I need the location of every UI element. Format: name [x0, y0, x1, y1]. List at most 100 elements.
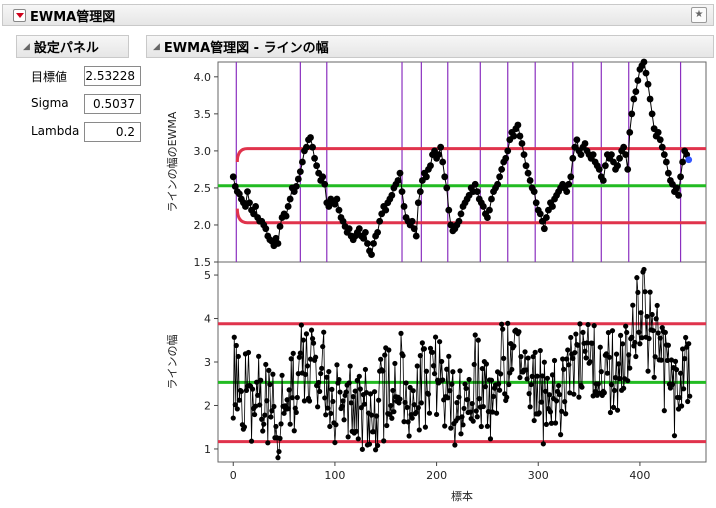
raw-point: [625, 378, 631, 384]
raw-point: [248, 438, 255, 444]
lambda-label: Lambda: [31, 124, 80, 138]
raw-point: [511, 343, 517, 349]
raw-point: [501, 355, 507, 361]
ewma-point: [290, 188, 298, 196]
raw-point: [389, 415, 395, 421]
x-tick-label: 300: [528, 469, 549, 482]
target-input[interactable]: 2.53228: [84, 66, 141, 86]
raw-point: [488, 377, 495, 383]
raw-point: [475, 337, 481, 343]
raw-point: [370, 429, 377, 435]
disclosure-red-triangle-icon[interactable]: [13, 8, 26, 22]
lambda-input[interactable]: 0.2: [84, 122, 141, 142]
raw-point: [352, 388, 358, 394]
raw-point: [620, 341, 626, 347]
ewma-point: [660, 151, 668, 158]
raw-point: [573, 331, 579, 337]
ewma-point: [642, 69, 650, 77]
raw-width-chart[interactable]: [218, 266, 706, 461]
pin-icon[interactable]: ★: [691, 7, 707, 23]
raw-point: [257, 402, 263, 408]
raw-point: [662, 329, 668, 336]
raw-point: [665, 342, 671, 348]
ewma-y-tick-label: 4.0: [194, 71, 212, 84]
raw-point: [329, 386, 335, 392]
raw-point: [680, 346, 686, 352]
raw-point: [668, 357, 675, 363]
raw-point: [645, 368, 651, 374]
sigma-input[interactable]: 0.5037: [84, 94, 141, 114]
ewma-point: [394, 177, 402, 184]
collapse-triangle-icon[interactable]: ◢: [153, 41, 160, 52]
raw-point: [458, 431, 464, 437]
raw-point: [330, 398, 336, 405]
ewma-point: [677, 173, 684, 181]
ewma-point: [335, 206, 343, 214]
ewma-point: [614, 162, 621, 170]
ewma-point: [630, 95, 638, 103]
raw-point: [459, 414, 465, 420]
raw-point: [647, 289, 653, 295]
ewma-outline-header[interactable]: EWMA管理図 ★: [2, 4, 714, 26]
settings-panel-header[interactable]: ◢ 設定パネル: [16, 35, 129, 58]
raw-point: [316, 379, 322, 386]
ewma-point: [231, 183, 239, 190]
raw-y-tick-label: 3: [204, 356, 211, 369]
raw-point: [255, 392, 261, 398]
ewma-point: [333, 195, 341, 203]
raw-point: [487, 436, 494, 442]
raw-point: [308, 327, 315, 333]
ewma-point: [364, 240, 371, 247]
ewma-point: [400, 203, 408, 210]
ewma-chart[interactable]: [218, 58, 706, 262]
raw-point: [541, 359, 547, 365]
raw-point: [307, 356, 314, 362]
raw-point: [582, 348, 588, 354]
ewma-point: [565, 180, 573, 188]
raw-point: [657, 335, 663, 341]
raw-point: [261, 421, 267, 427]
raw-point: [258, 377, 264, 383]
ewma-point: [274, 240, 282, 247]
raw-point: [271, 403, 277, 410]
ewma-point: [374, 228, 382, 236]
raw-point: [448, 425, 454, 431]
ewma-point: [658, 143, 666, 151]
raw-point: [302, 371, 309, 378]
ewma-point: [412, 232, 420, 240]
raw-point: [629, 334, 635, 340]
raw-point: [301, 398, 308, 404]
raw-point: [409, 415, 415, 421]
raw-point: [614, 407, 621, 413]
chart-panel-header[interactable]: ◢ EWMA管理図 - ラインの幅: [146, 35, 714, 58]
raw-point: [590, 393, 596, 399]
ewma-point: [679, 158, 687, 166]
raw-point: [347, 363, 353, 369]
raw-point: [421, 346, 427, 352]
raw-point: [403, 380, 409, 386]
raw-point: [579, 384, 585, 390]
raw-point: [362, 366, 369, 373]
raw-point: [284, 397, 290, 403]
raw-point: [356, 373, 362, 379]
ewma-lcl-line: [235, 208, 706, 225]
raw-point: [616, 376, 623, 382]
ewma-point: [479, 203, 487, 210]
raw-point: [294, 394, 300, 401]
raw-point: [567, 390, 573, 396]
raw-point: [549, 372, 556, 378]
raw-point: [462, 381, 468, 387]
raw-point: [345, 434, 351, 440]
raw-point: [561, 366, 567, 372]
ewma-point: [549, 203, 556, 210]
raw-point: [473, 408, 479, 414]
raw-point: [489, 409, 496, 415]
raw-point: [523, 367, 529, 373]
ewma-point: [339, 217, 347, 225]
raw-point: [324, 374, 330, 380]
collapse-triangle-icon[interactable]: ◢: [23, 41, 30, 52]
ewma-point: [656, 136, 664, 144]
raw-point: [683, 334, 689, 341]
ewma-point: [573, 136, 581, 144]
raw-point: [546, 392, 553, 398]
